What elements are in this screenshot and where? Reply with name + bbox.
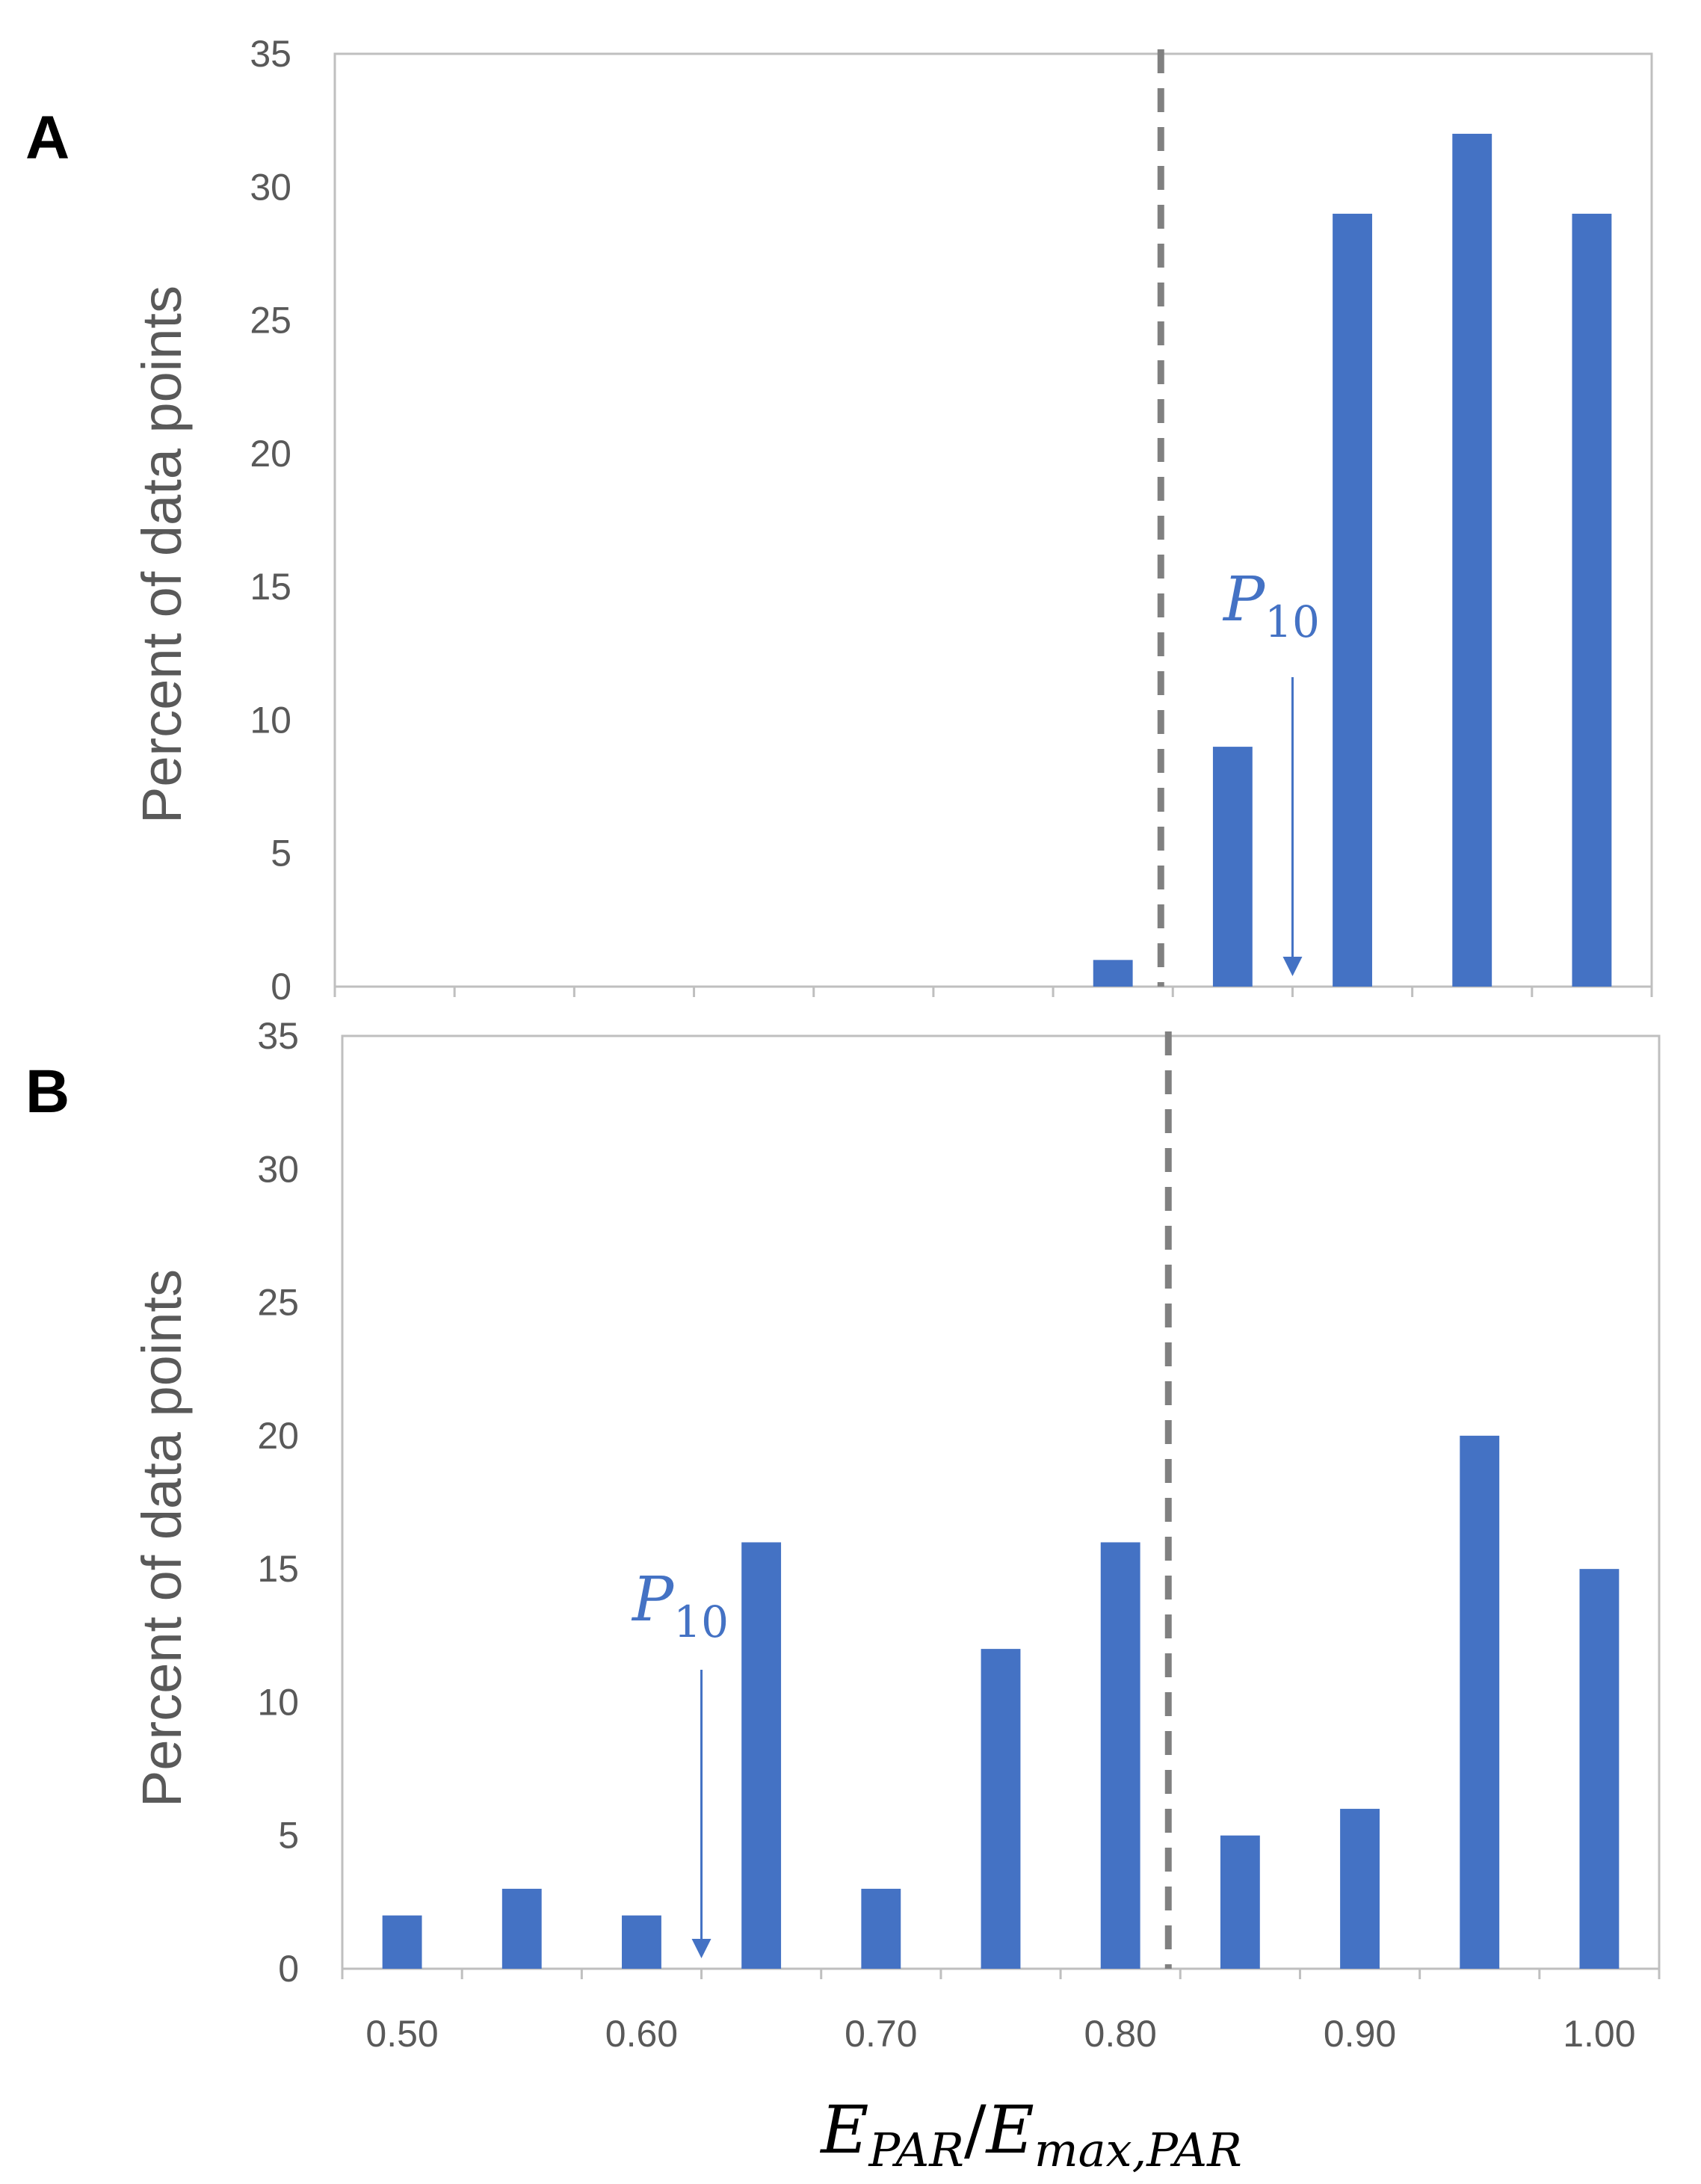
x-axis-label-slash: / — [964, 2091, 987, 2168]
bars-a — [1093, 133, 1612, 987]
x-axis-label-main-1: E — [819, 2091, 868, 2168]
bar-b-0.85 — [1220, 1835, 1260, 1969]
panel-label-b: B — [25, 1058, 70, 1126]
y-tick-label-a: 20 — [250, 433, 291, 475]
p10-annotation-a: P10 — [1222, 564, 1320, 976]
bar-b-0.70 — [861, 1889, 901, 1969]
chart-panel-b: B Percent of data points 05101520253035 … — [25, 1015, 1661, 2177]
x-tick-label-0.60: 0.60 — [605, 2013, 678, 2055]
y-tick-label-a: 5 — [271, 833, 291, 874]
y-tick-label-b: 15 — [257, 1548, 299, 1590]
bar-a-0.90 — [1333, 213, 1372, 987]
y-tick-label-a: 35 — [250, 33, 291, 75]
bar-b-0.95 — [1460, 1435, 1500, 1969]
plot-frame-a — [333, 52, 1653, 988]
p10-annotation-b: P10 — [631, 1564, 729, 1958]
x-tick-label-0.70: 0.70 — [845, 2013, 917, 2055]
y-ticks-a: 0 5 10 15 20 25 30 35 — [250, 33, 291, 1008]
y-tick-label-a: 0 — [271, 966, 291, 1008]
p10-label-main-b: P — [631, 1564, 675, 1635]
bar-b-1.00 — [1579, 1569, 1620, 1969]
bars-b — [382, 1435, 1620, 1969]
x-tick-label-0.90: 0.90 — [1324, 2013, 1396, 2055]
x-axis-label-sub-1: PAR — [868, 2123, 963, 2177]
y-tick-label-b: 10 — [257, 1681, 299, 1723]
y-axis-label-a: Percent of data points — [131, 286, 193, 824]
svg-text:P10: P10 — [1222, 564, 1320, 647]
bar-a-0.95 — [1452, 133, 1492, 987]
y-tick-label-b: 30 — [257, 1148, 299, 1190]
y-tick-label-a: 10 — [250, 699, 291, 741]
y-tick-label-a: 25 — [250, 300, 291, 342]
x-axis-label-sub-2: max,PAR — [1034, 2123, 1242, 2177]
y-tick-label-b: 5 — [278, 1815, 299, 1857]
y-tick-label-a: 30 — [250, 166, 291, 208]
x-ticks-b — [341, 1969, 1661, 1979]
bar-b-0.50 — [382, 1915, 422, 1969]
x-tick-labels-b: 0.50 0.60 0.70 0.80 0.90 1.00 — [365, 2013, 1635, 2055]
p10-label-main-a: P — [1222, 564, 1266, 635]
x-ticks-a — [333, 987, 1653, 997]
bar-b-0.75 — [981, 1649, 1021, 1969]
y-tick-label-b: 20 — [257, 1415, 299, 1457]
x-tick-label-0.50: 0.50 — [365, 2013, 438, 2055]
chart-panel-a: A Percent of data points 05101520253035 … — [25, 33, 1653, 1008]
x-axis-label-main-2: E — [985, 2091, 1034, 2168]
p10-arrow-head-a — [1282, 957, 1303, 976]
bar-a-0.85 — [1212, 747, 1253, 987]
y-ticks-b: 0 5 10 15 20 25 30 35 — [257, 1015, 299, 1990]
y-tick-label-b: 35 — [257, 1015, 299, 1057]
bar-a-1.00 — [1572, 213, 1612, 987]
x-tick-label-1.00: 1.00 — [1563, 2013, 1635, 2055]
x-tick-label-0.80: 0.80 — [1084, 2013, 1157, 2055]
bar-b-0.65 — [741, 1542, 782, 1969]
x-axis-label: EPAR/Emax,PAR — [819, 2091, 1242, 2177]
bar-b-0.90 — [1340, 1809, 1380, 1969]
bar-a-0.80 — [1093, 960, 1133, 987]
y-tick-label-b: 0 — [278, 1948, 299, 1990]
y-axis-label-b: Percent of data points — [131, 1269, 193, 1807]
p10-label-sub-a: 10 — [1265, 596, 1320, 647]
bar-b-0.60 — [622, 1915, 661, 1969]
p10-label-sub-b: 10 — [673, 1597, 729, 1647]
panel-label-a: A — [25, 104, 70, 172]
p10-arrow-head-b — [691, 1939, 711, 1958]
y-tick-label-a: 15 — [250, 566, 291, 608]
bar-b-0.55 — [501, 1889, 542, 1969]
svg-text:P10: P10 — [631, 1564, 729, 1647]
y-tick-label-b: 25 — [257, 1282, 299, 1324]
bar-b-0.80 — [1100, 1542, 1140, 1969]
